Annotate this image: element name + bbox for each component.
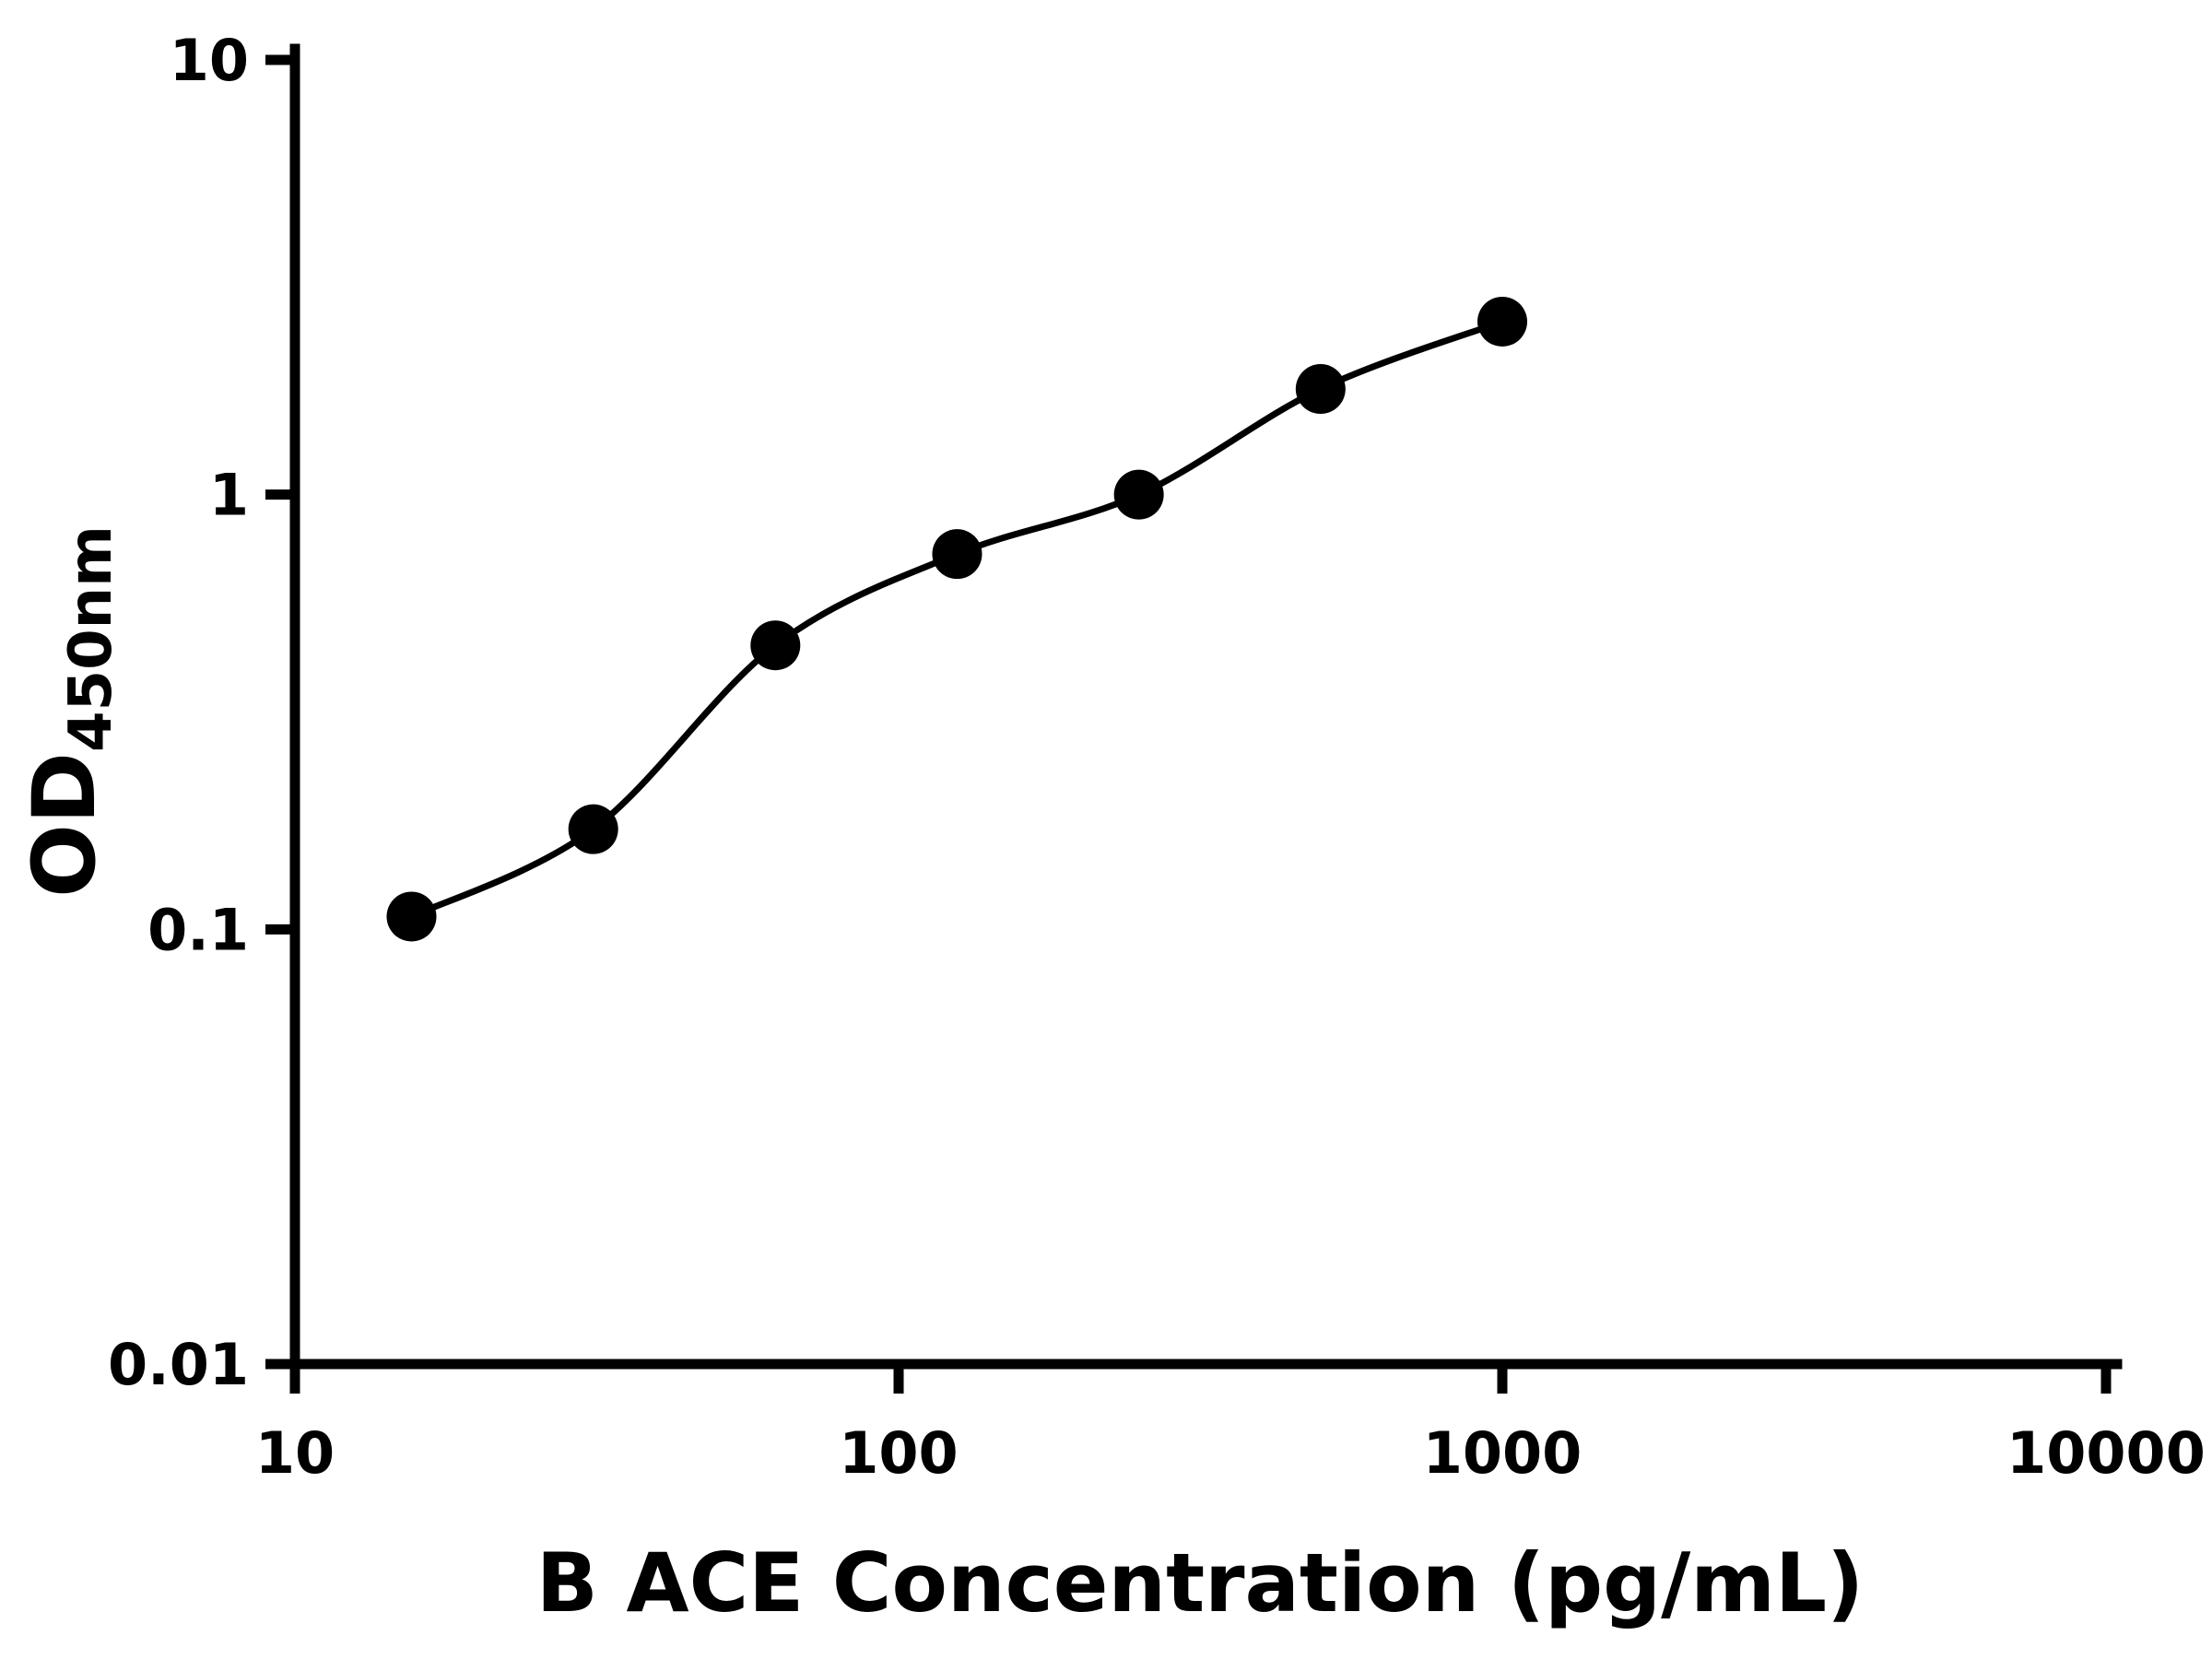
y-axis-title: OD450nm	[15, 525, 125, 898]
data-point	[1295, 364, 1346, 415]
data-point	[386, 891, 437, 942]
tick-labels-group: 10 100 1000 10000 0.01 0.1 1 10	[108, 27, 2206, 1487]
y-tick-label: 1	[209, 462, 249, 529]
data-point	[568, 804, 618, 854]
data-point	[1477, 296, 1527, 347]
data-points-group	[386, 296, 1527, 942]
y-tick-label: 10	[170, 27, 249, 94]
x-tick-label: 10	[255, 1419, 335, 1487]
axes	[265, 43, 2123, 1394]
x-tick-label: 1000	[1423, 1419, 1583, 1487]
x-axis-title: B ACE Concentration (pg/mL)	[536, 1535, 1864, 1630]
data-point	[1113, 469, 1164, 520]
data-point	[932, 529, 982, 580]
y-axis-title-subscript: 450nm	[57, 525, 125, 752]
data-point	[750, 620, 801, 671]
y-tick-label: 0.1	[147, 896, 249, 963]
x-tick-label: 10000	[2006, 1419, 2206, 1487]
x-tick-label: 100	[839, 1419, 958, 1487]
y-axis-title-main: OD	[15, 752, 115, 898]
y-tick-label: 0.01	[108, 1331, 249, 1398]
